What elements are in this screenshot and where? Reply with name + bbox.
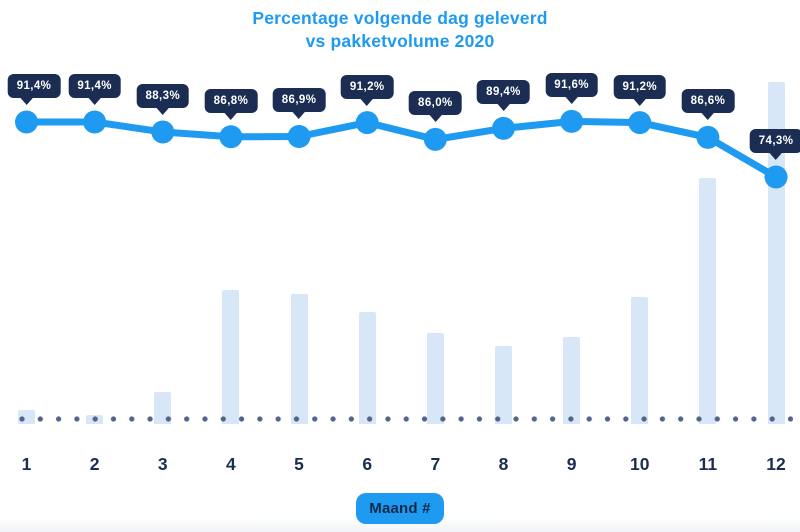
volume-bar: [699, 178, 717, 424]
month-label: 7: [430, 454, 441, 474]
month-label: 9: [566, 454, 577, 474]
month-label: 1: [21, 454, 32, 474]
value-tooltip: 91,6%: [545, 73, 598, 98]
value-tooltip: 88,3%: [136, 83, 190, 108]
line-point: [219, 125, 243, 149]
chart-title-line2: vs pakketvolume 2020: [305, 31, 495, 51]
month-label: 4: [226, 454, 236, 474]
line-point: [491, 116, 515, 140]
value-tooltip: 86,6%: [681, 89, 735, 114]
value-tooltip: 91,4%: [7, 74, 61, 98]
line-point: [83, 110, 107, 134]
line-point: [287, 125, 311, 148]
dotted-baseline: [19, 416, 793, 422]
volume-bar: [290, 294, 308, 424]
x-axis-title-badge: Maand #: [356, 493, 444, 524]
value-tooltip: 91,4%: [68, 74, 121, 98]
month-label: 3: [157, 454, 168, 474]
line-point: [15, 110, 38, 134]
bottom-edge-fade: [0, 518, 800, 532]
value-tooltip: 86,9%: [272, 88, 326, 113]
value-tooltip: 91,2%: [340, 74, 394, 99]
volume-bar: [426, 333, 444, 424]
line-point: [560, 109, 584, 133]
month-label: 10: [630, 454, 650, 474]
volume-bar: [631, 297, 649, 424]
month-label: 11: [698, 454, 718, 474]
value-tooltip: 91,2%: [613, 74, 667, 99]
line-point: [628, 111, 652, 135]
chart-title: Percentage volgende dag geleverd vs pakk…: [0, 7, 800, 53]
x-axis-title: Maand #: [0, 493, 800, 524]
line-point: [151, 120, 175, 144]
value-tooltip: 86,0%: [409, 91, 462, 116]
month-label: 5: [294, 454, 304, 474]
month-label: 6: [362, 454, 373, 474]
value-tooltip: 89,4%: [477, 80, 530, 105]
month-label: 12: [766, 454, 786, 474]
trend-line: [23, 117, 780, 181]
month-label: 8: [498, 454, 509, 474]
value-tooltip: 74,3%: [749, 129, 800, 153]
volume-bar: [563, 337, 581, 424]
volume-bar: [358, 312, 376, 424]
volume-bar: [494, 346, 512, 424]
line-point: [696, 125, 720, 149]
line-point: [355, 111, 379, 135]
chart-title-line1: Percentage volgende dag geleverd: [252, 8, 548, 28]
value-tooltip: 86,8%: [204, 88, 258, 113]
line-point: [423, 127, 447, 151]
month-label: 2: [89, 454, 100, 474]
volume-bar: [222, 290, 240, 424]
